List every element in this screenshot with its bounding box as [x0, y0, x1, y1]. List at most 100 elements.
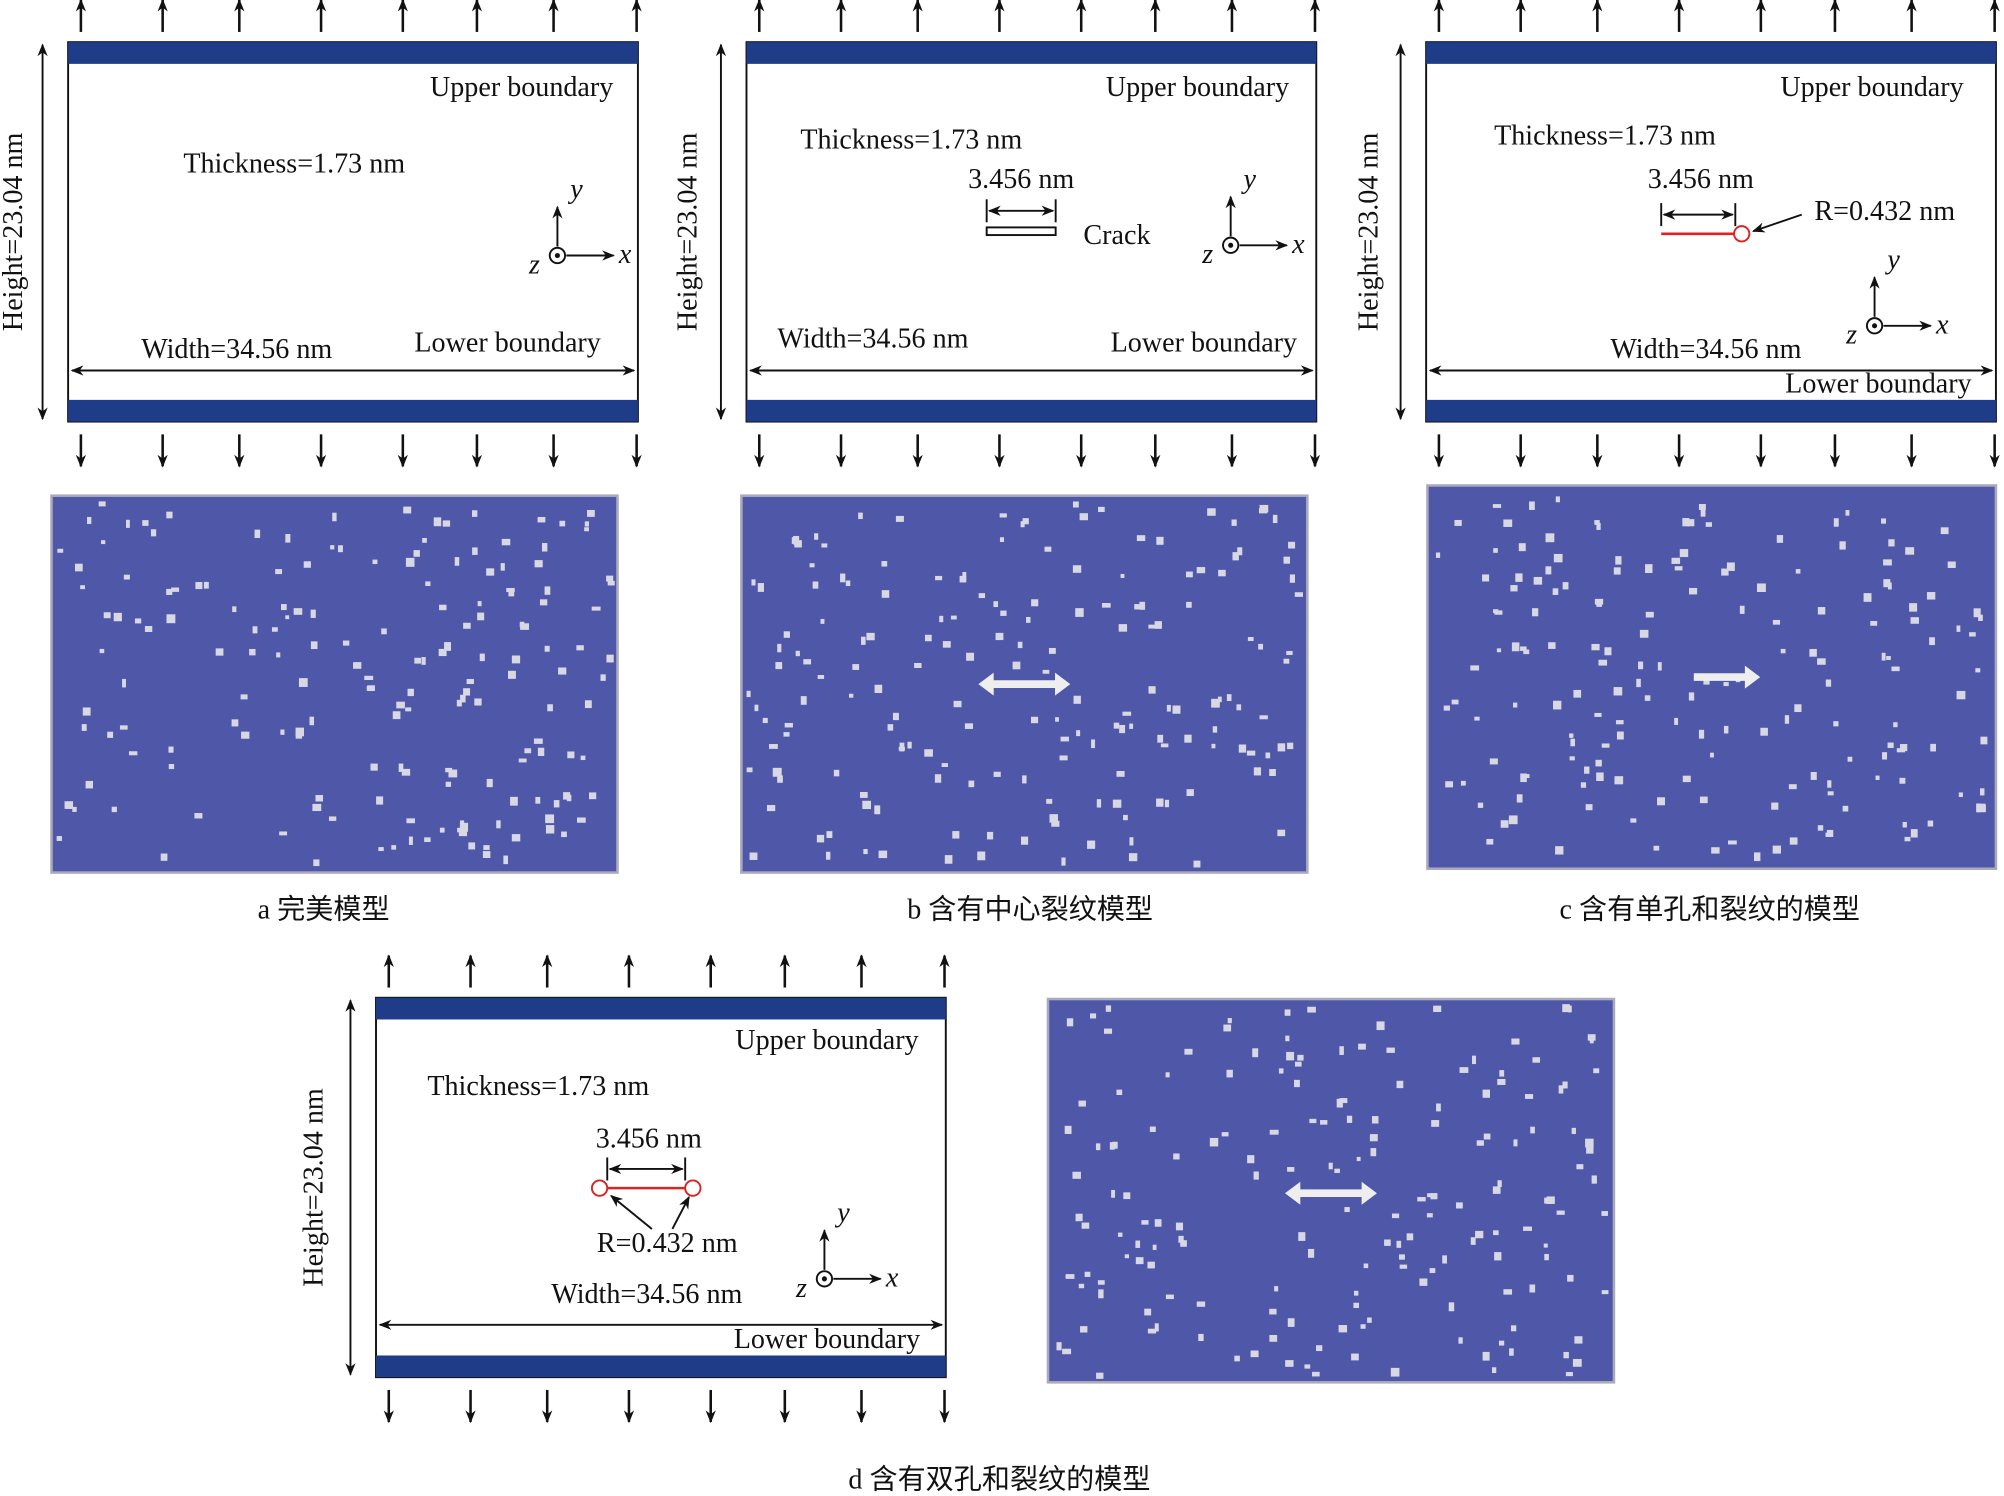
defect-atom: [1338, 1325, 1348, 1333]
upper-boundary-bar: [746, 42, 1317, 64]
z-axis-label: z: [795, 1273, 807, 1304]
defect-atom: [1258, 643, 1264, 650]
lower-boundary-label: Lower boundary: [414, 327, 600, 358]
defect-atom: [279, 831, 288, 836]
hole: [684, 1179, 702, 1197]
defect-atom: [1339, 1046, 1344, 1055]
defect-atom: [1384, 1239, 1391, 1246]
defect-atom: [280, 604, 287, 611]
defect-atom: [1494, 610, 1503, 615]
defect-atom: [285, 615, 290, 620]
defect-atom: [276, 652, 281, 658]
x-axis-label: x: [1291, 229, 1305, 260]
defect-atom: [1817, 825, 1824, 831]
defect-atom: [381, 628, 387, 635]
defect-atom: [424, 837, 431, 843]
crack-label: Crack: [1083, 220, 1151, 251]
defect-atom: [1882, 752, 1888, 760]
defect-atom: [166, 588, 173, 595]
defect-atom: [1698, 729, 1705, 739]
defect-atom: [477, 601, 482, 607]
defect-atom: [1594, 598, 1604, 605]
defect-atom: [820, 618, 825, 624]
defect-atom: [1570, 738, 1576, 747]
defect-atom: [1973, 608, 1981, 618]
z-axis-symbol: [548, 246, 567, 265]
x-axis-label: x: [885, 1263, 899, 1294]
defect-atom: [862, 800, 872, 810]
defect-atom: [1427, 1193, 1434, 1198]
defect-atom: [312, 803, 322, 812]
defect-atom: [1221, 1132, 1229, 1137]
width-label: Width=34.56 nm: [551, 1279, 742, 1310]
defect-atom: [775, 662, 783, 670]
defect-atom: [1780, 648, 1786, 654]
defect-atom: [1370, 1148, 1377, 1157]
defect-atom: [1277, 743, 1286, 752]
defect-atom: [1772, 619, 1781, 625]
defect-atom: [1516, 794, 1523, 803]
defect-atom: [934, 774, 942, 783]
lower-boundary-label: Lower boundary: [734, 1324, 920, 1355]
defect-atom: [1223, 1024, 1232, 1032]
defect-atom: [471, 510, 478, 517]
defect-atom: [935, 575, 943, 581]
defect-atom: [1771, 802, 1779, 810]
defect-atom: [1671, 557, 1681, 564]
defect-atom: [295, 727, 304, 737]
defect-atom: [1294, 592, 1303, 597]
defect-atom: [406, 818, 415, 824]
defect-atom: [1154, 1219, 1162, 1227]
defect-atom: [332, 512, 337, 522]
defect-atom: [1482, 574, 1490, 582]
defect-atom: [364, 675, 374, 681]
defect-atom: [754, 704, 759, 712]
defect-atom: [1523, 649, 1530, 655]
defect-atom: [1956, 625, 1961, 632]
defect-atom: [1060, 736, 1069, 742]
defect-atom: [1904, 836, 1911, 842]
defect-atom: [881, 590, 890, 598]
lower-boundary-bar: [1426, 399, 1996, 422]
defect-atom: [1753, 852, 1761, 862]
defect-atom: [1847, 756, 1853, 762]
defect-atom: [1246, 750, 1256, 756]
defect-atom: [1227, 1018, 1232, 1024]
defect-atom: [80, 585, 85, 590]
height-label: Height=23.04 nm: [0, 133, 29, 332]
defect-atom: [826, 851, 831, 860]
defect-atom: [1152, 1244, 1157, 1250]
defect-atom: [1237, 547, 1243, 556]
defect-atom: [907, 741, 912, 749]
defect-atom: [1226, 1069, 1233, 1078]
defect-atom: [1845, 510, 1850, 516]
defect-atom: [950, 615, 957, 620]
defect-atom: [986, 831, 994, 840]
defect-atom: [968, 780, 975, 788]
defect-atom: [398, 763, 404, 772]
x-axis-label: x: [1935, 310, 1949, 341]
defect-atom: [1346, 1115, 1353, 1123]
defect-atom: [1492, 1367, 1497, 1374]
defect-atom: [1386, 1047, 1395, 1053]
defect-atom: [1518, 543, 1526, 552]
defect-atom: [1513, 702, 1518, 708]
defect-atom: [85, 780, 93, 789]
defect-atom: [1141, 1220, 1149, 1225]
defect-atom: [1555, 496, 1560, 503]
crack-length-label: 3.456 nm: [1648, 164, 1754, 195]
z-axis-dot: [821, 1276, 827, 1282]
defect-atom: [1580, 782, 1587, 788]
defect-atom: [1471, 1055, 1477, 1065]
defect-atom: [1147, 1261, 1155, 1269]
defect-atom: [458, 831, 468, 837]
defect-atom: [1760, 727, 1768, 736]
defect-atom: [966, 652, 975, 661]
defect-atom: [577, 817, 586, 823]
defect-atom: [1406, 1233, 1414, 1241]
defect-atom: [1896, 748, 1906, 753]
defect-atom: [74, 563, 83, 572]
crack-tip: [1284, 1181, 1301, 1205]
defect-atom: [1827, 791, 1834, 796]
defect-atom: [1284, 1009, 1291, 1016]
